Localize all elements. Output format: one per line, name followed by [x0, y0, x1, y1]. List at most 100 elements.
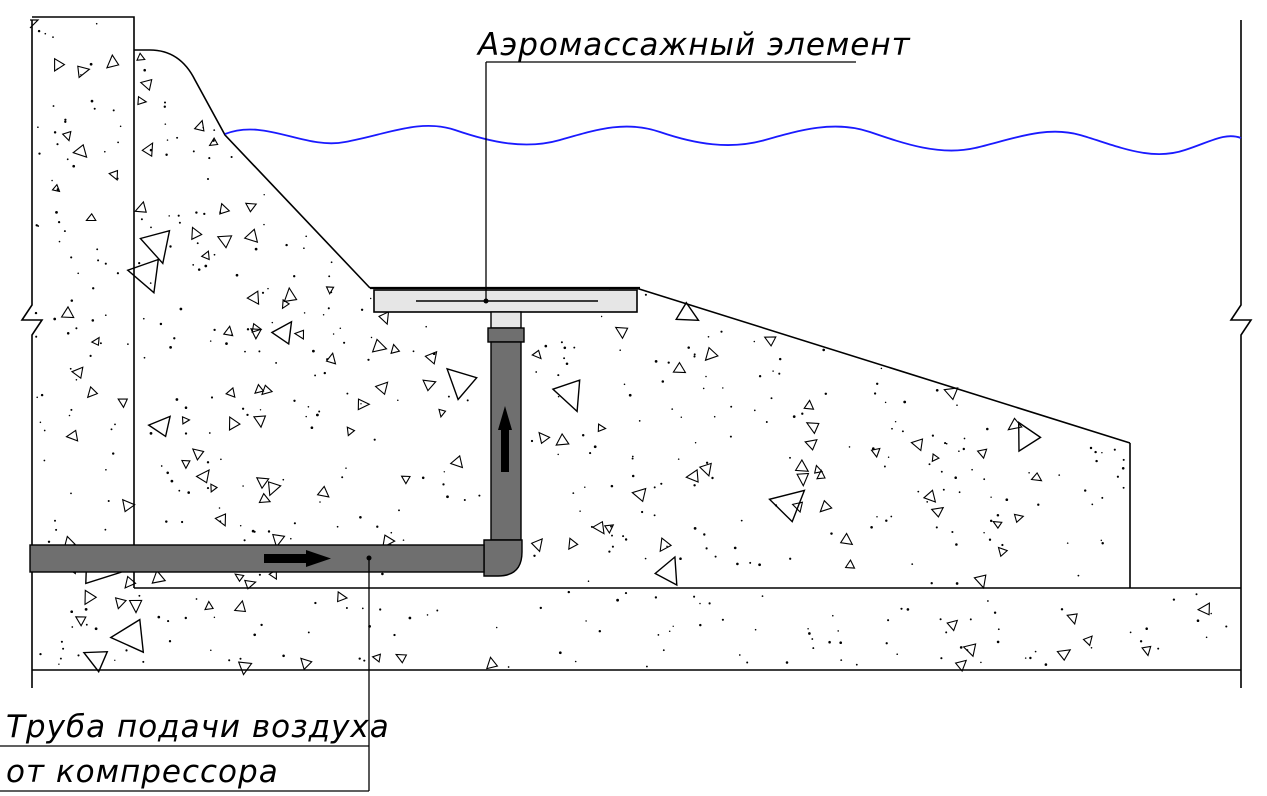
aggregate-dot: [931, 434, 934, 437]
aggregate-dot: [97, 259, 100, 262]
aggregate-dot: [1094, 450, 1097, 454]
aggregate-dot: [887, 619, 890, 622]
aggregate-dot: [259, 409, 262, 411]
aggregate-dot: [666, 545, 668, 548]
aggregate-dot: [824, 392, 828, 396]
aggregate-dot: [332, 333, 335, 335]
aggregate-dot: [963, 437, 966, 440]
aggregate-dot: [235, 273, 239, 277]
aggregate-dot: [891, 427, 893, 430]
label-aeromassage-element: Аэромассажный элемент: [476, 27, 911, 63]
aggregate-triangle: [976, 448, 988, 460]
aggregate-dot: [917, 490, 920, 493]
aggregate-dot: [644, 557, 647, 560]
aggregate-dot: [408, 616, 412, 620]
aggregate-dot: [993, 611, 997, 614]
aggregate-dot: [624, 538, 628, 541]
aggregate-dot: [246, 413, 249, 417]
aggregate-triangle: [77, 65, 91, 79]
aggregate-dot: [954, 476, 957, 479]
aggregate-triangle: [704, 346, 719, 362]
aggregate-dot: [359, 516, 362, 519]
aggregate-dot: [127, 343, 129, 345]
aggregate-dot: [772, 370, 774, 372]
aggregate-triangle: [108, 169, 119, 182]
aggregate-triangle: [258, 492, 272, 504]
right-wall: [1229, 20, 1253, 688]
aggregate-dot: [150, 226, 152, 229]
aggregate-triangle: [325, 286, 335, 295]
aggregate-dot: [533, 554, 536, 557]
aggregate-dot: [890, 515, 893, 518]
aggregate-dot: [282, 654, 285, 658]
aggregate-dot: [942, 488, 945, 491]
aggregate-triangle: [803, 399, 815, 410]
aggregate-dot: [1122, 458, 1125, 461]
aggregate-dot: [379, 608, 382, 611]
aggregate-dot: [241, 407, 245, 410]
aggregate-dot: [557, 395, 560, 398]
aggregate-triangle: [1017, 421, 1042, 453]
aggregate-dot: [159, 322, 163, 326]
aggregate-dot: [940, 470, 943, 473]
aggregate-dot: [1101, 451, 1103, 454]
aggregate-dot: [1089, 446, 1093, 450]
aggregate-dot: [116, 272, 120, 275]
aggregate-dot: [390, 531, 393, 534]
aggregate-dot: [951, 530, 954, 534]
aggregate-dot: [119, 125, 122, 128]
aggregate-dot: [1121, 466, 1125, 470]
aggregate-dot: [37, 29, 41, 33]
aggregate-dot: [789, 456, 791, 459]
aggregate-dot: [565, 362, 569, 366]
aggregate-dot: [54, 519, 56, 522]
aggregate-triangle: [962, 643, 977, 658]
aggregate-dot: [184, 616, 187, 620]
aggregate-triangle: [222, 325, 234, 337]
aggregate-dot: [608, 550, 611, 553]
aggregate-dot: [705, 547, 708, 550]
aggregate-dot: [314, 374, 317, 377]
aggregate-dot: [911, 563, 914, 565]
aggregate-dot: [89, 62, 93, 66]
aggregate-dot: [213, 253, 216, 256]
aggregate-dot: [707, 335, 710, 338]
aggregate-triangle: [485, 656, 499, 670]
aggregate-dot: [876, 515, 878, 518]
aggregate-dot: [267, 530, 271, 533]
aggregate-dot: [163, 101, 167, 104]
aggregate-dot: [310, 426, 314, 430]
aggregate-dot: [983, 532, 985, 534]
aggregate-dot: [66, 332, 70, 335]
aggregate-dot: [997, 628, 1000, 631]
aggregate-dot: [402, 539, 405, 541]
aggregate-triangle: [204, 600, 215, 611]
aggregate-dot: [466, 399, 469, 402]
aggregate-dot: [828, 640, 831, 644]
aggregate-dot: [955, 582, 959, 585]
aggregate-dot: [589, 452, 592, 455]
aggregate-dot: [370, 336, 373, 339]
aggregate-dot: [95, 22, 98, 25]
aggregate-dot: [822, 348, 826, 352]
aggregate-dot: [657, 634, 660, 636]
aggregate-dot: [944, 442, 947, 445]
aggregate-dot: [940, 657, 943, 660]
aggregate-dot: [318, 410, 321, 413]
aggregate-dot: [39, 652, 42, 656]
aggregate-triangle: [105, 53, 120, 69]
aggregate-triangle: [86, 385, 99, 399]
aggregate-dot: [557, 453, 559, 456]
aggregate-triangle: [371, 338, 388, 353]
aggregate-dot: [170, 479, 174, 483]
aggregate-dot: [645, 665, 648, 668]
aggregate-dot: [721, 618, 724, 621]
aggregate-dot: [184, 406, 188, 409]
aggregate-dot: [197, 268, 201, 271]
aggregate-dot: [51, 179, 53, 182]
aggregate-dot: [713, 415, 716, 418]
aggregate-dot: [261, 291, 265, 294]
aggregate-dot: [442, 483, 445, 486]
aggregate-dot: [178, 489, 181, 492]
aggregate-dot: [168, 640, 172, 643]
